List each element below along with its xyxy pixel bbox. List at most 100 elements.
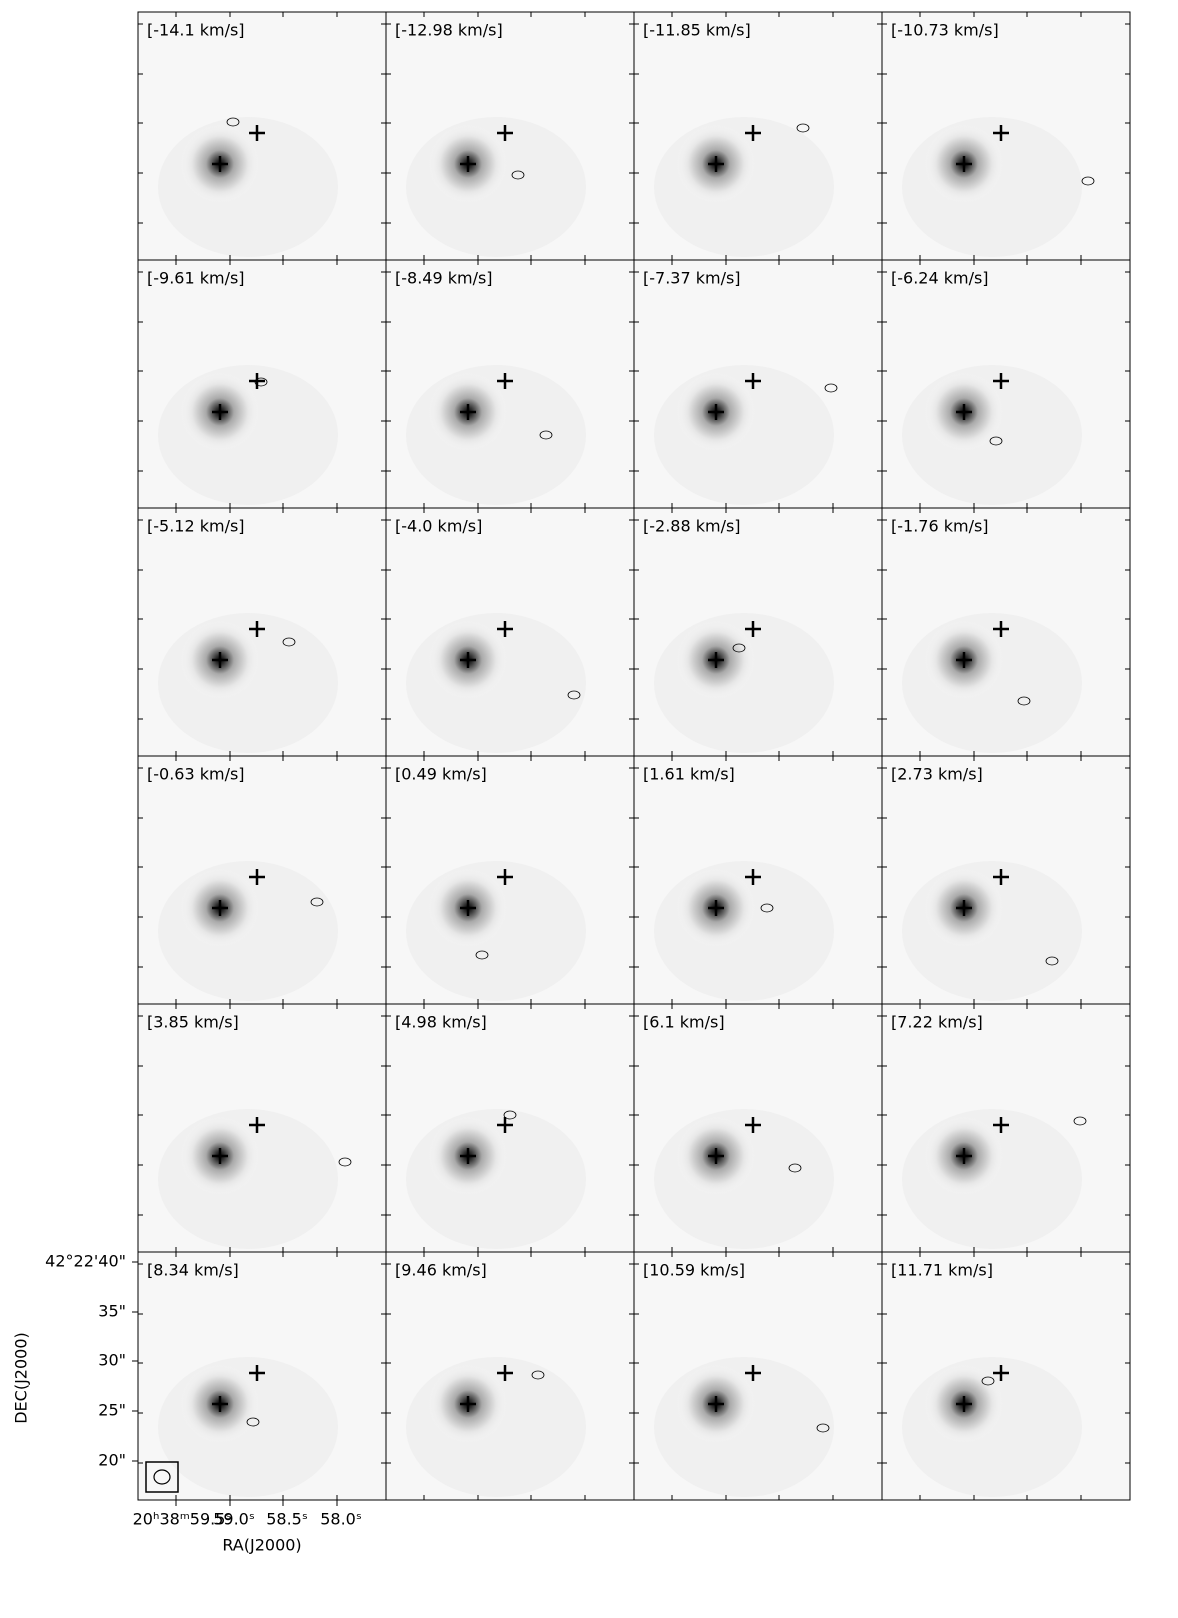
contour: [760, 903, 774, 913]
y-tick-label: 35": [98, 1302, 126, 1321]
panel: [-2.88 km/s]: [633, 507, 883, 757]
contour: [539, 430, 553, 440]
contour: [475, 950, 489, 960]
source-cross: [956, 652, 972, 668]
contour: [503, 1110, 517, 1120]
velocity-label: [2.73 km/s]: [891, 765, 983, 784]
velocity-label: [0.49 km/s]: [395, 765, 487, 784]
source-cross: [745, 621, 761, 637]
source-cross: [249, 869, 265, 885]
velocity-label: [-7.37 km/s]: [643, 269, 741, 288]
source-cross: [745, 869, 761, 885]
contour: [824, 383, 838, 393]
source-cross: [497, 1117, 513, 1133]
velocity-label: [6.1 km/s]: [643, 1013, 725, 1032]
panel: [1.61 km/s]: [633, 755, 883, 1005]
velocity-label: [7.22 km/s]: [891, 1013, 983, 1032]
beam: [153, 1469, 171, 1485]
velocity-label: [-9.61 km/s]: [147, 269, 245, 288]
panel: [-7.37 km/s]: [633, 259, 883, 509]
source-cross: [212, 156, 228, 172]
contour: [981, 1376, 995, 1386]
panel: [2.73 km/s]: [881, 755, 1131, 1005]
velocity-label: [4.98 km/s]: [395, 1013, 487, 1032]
source-cross: [745, 373, 761, 389]
source-cross: [956, 1396, 972, 1412]
source-cross: [249, 621, 265, 637]
panel: [10.59 km/s]: [633, 1251, 883, 1501]
panel: [-0.63 km/s]: [137, 755, 387, 1005]
source-cross: [460, 900, 476, 916]
source-cross: [497, 869, 513, 885]
source-cross: [460, 1396, 476, 1412]
source-cross: [993, 869, 1009, 885]
source-cross: [212, 404, 228, 420]
x-tick-label: 58.5ˢ: [266, 1510, 308, 1529]
source-cross: [708, 156, 724, 172]
contour: [788, 1163, 802, 1173]
contour: [310, 897, 324, 907]
y-tick-label: 42°22'40": [45, 1252, 126, 1271]
source-cross: [708, 652, 724, 668]
panel: [-10.73 km/s]: [881, 11, 1131, 261]
source-cross: [460, 652, 476, 668]
panel: [11.71 km/s]: [881, 1251, 1131, 1501]
source-cross: [956, 156, 972, 172]
panel: [-6.24 km/s]: [881, 259, 1131, 509]
source-cross: [993, 621, 1009, 637]
velocity-label: [9.46 km/s]: [395, 1261, 487, 1280]
panel: [-8.49 km/s]: [385, 259, 635, 509]
source-cross: [497, 125, 513, 141]
contour: [511, 170, 525, 180]
contour: [816, 1423, 830, 1433]
source-cross: [745, 1365, 761, 1381]
velocity-label: [11.71 km/s]: [891, 1261, 993, 1280]
contour: [1017, 696, 1031, 706]
panel: [3.85 km/s]: [137, 1003, 387, 1253]
panel: [9.46 km/s]: [385, 1251, 635, 1501]
contour: [246, 1417, 260, 1427]
contour: [531, 1370, 545, 1380]
velocity-label: [-5.12 km/s]: [147, 517, 245, 536]
source-cross: [745, 125, 761, 141]
contour: [338, 1157, 352, 1167]
velocity-label: [8.34 km/s]: [147, 1261, 239, 1280]
panel: [8.34 km/s]: [137, 1251, 387, 1501]
contour: [1073, 1116, 1087, 1126]
contour: [732, 643, 746, 653]
contour: [567, 690, 581, 700]
source-cross: [497, 621, 513, 637]
contour: [989, 436, 1003, 446]
velocity-label: [10.59 km/s]: [643, 1261, 745, 1280]
x-axis-label: RA(J2000): [222, 1536, 301, 1555]
source-cross: [956, 900, 972, 916]
source-cross: [956, 404, 972, 420]
x-tick-label: 20ʰ38ᵐ59.5ˢ: [133, 1510, 232, 1529]
x-tick-label: 58.0ˢ: [320, 1510, 362, 1529]
panel: [0.49 km/s]: [385, 755, 635, 1005]
source-cross: [708, 404, 724, 420]
velocity-label: [-12.98 km/s]: [395, 21, 503, 40]
source-cross: [956, 1148, 972, 1164]
source-cross: [212, 652, 228, 668]
contour: [282, 637, 296, 647]
beam-box: [145, 1461, 179, 1493]
source-cross: [993, 1365, 1009, 1381]
y-tick-label: 20": [98, 1451, 126, 1470]
source-cross: [460, 1148, 476, 1164]
panel: [6.1 km/s]: [633, 1003, 883, 1253]
panel: [-11.85 km/s]: [633, 11, 883, 261]
source-cross: [460, 156, 476, 172]
velocity-label: [-1.76 km/s]: [891, 517, 989, 536]
source-cross: [249, 373, 265, 389]
y-tick-label: 30": [98, 1351, 126, 1370]
contour: [1045, 956, 1059, 966]
panel: [-5.12 km/s]: [137, 507, 387, 757]
source-cross: [993, 1117, 1009, 1133]
source-cross: [993, 373, 1009, 389]
source-cross: [212, 1396, 228, 1412]
source-cross: [497, 373, 513, 389]
source-cross: [497, 1365, 513, 1381]
velocity-label: [-4.0 km/s]: [395, 517, 482, 536]
